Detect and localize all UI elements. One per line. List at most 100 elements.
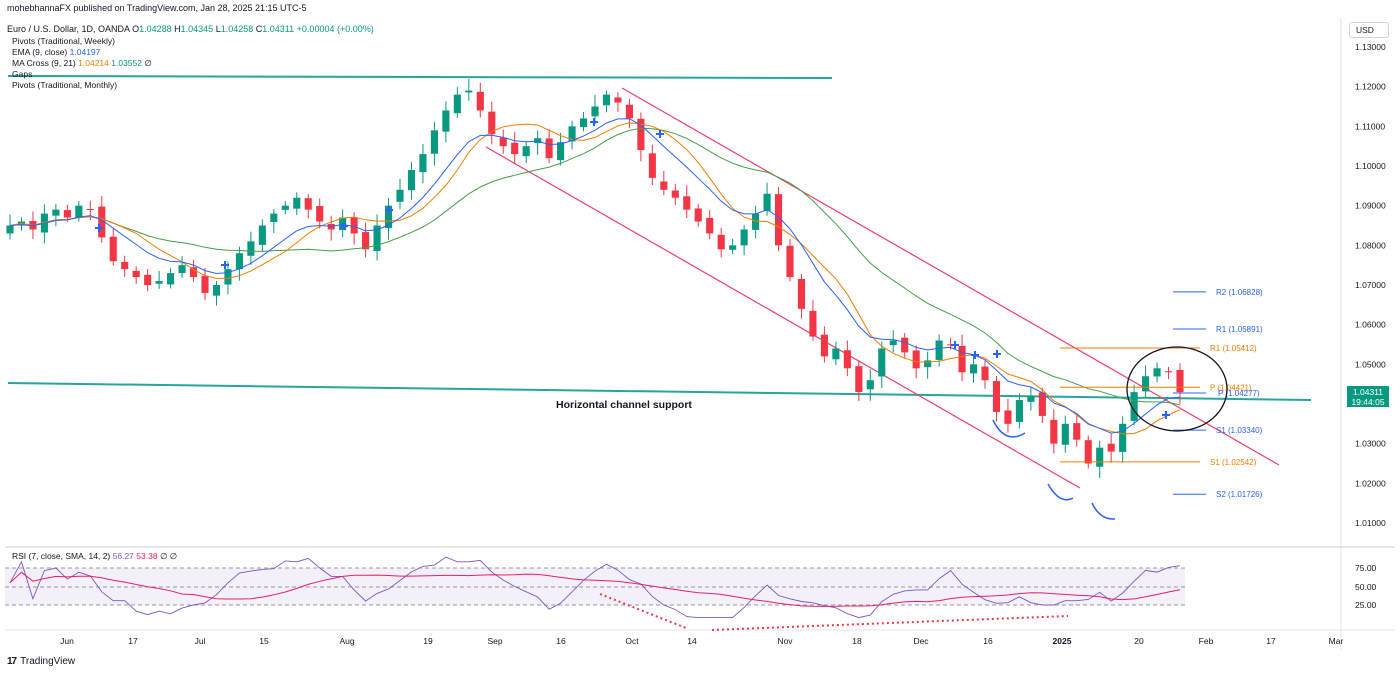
candle [832,341,840,366]
candle [694,203,702,227]
candle [740,225,748,256]
candle-body [912,350,920,369]
candle-body [901,337,909,353]
candle-body [189,267,198,278]
channel-upper-line [621,87,1280,466]
legend-macross-label: MA Cross (9, 21) [12,58,76,68]
legend-pivots-monthly[interactable]: Pivots (Traditional, Monthly) [12,80,118,90]
candle-body [752,213,760,230]
candle-body [878,348,886,377]
legend-rsi-v2: 53.38 [136,551,158,561]
candle-body [121,261,129,270]
currency-selector[interactable]: USD [1349,22,1389,38]
candle [809,300,817,341]
pivot-level-label: R1 (1.05891) [1216,325,1263,334]
candle [671,183,679,206]
legend-macross[interactable]: MA Cross (9, 21) 1.04214 1.03552 ∅ [12,58,152,69]
candle [75,201,83,222]
candle [1130,384,1138,426]
candle-body [499,137,507,147]
candle-body [281,205,289,210]
candle-body [969,364,978,374]
candle [419,143,427,184]
candle-body [430,130,438,154]
ohlc-close: 1.04311 [262,24,295,34]
candle-body [396,189,404,202]
legend-gaps[interactable]: Gaps [12,69,33,79]
candle-body [6,225,14,234]
legend-rsi[interactable]: RSI (7, close, SMA, 14, 2) 56.27 53.38 ∅… [12,551,177,562]
x-tick-label: 17 [128,636,138,646]
candle-body [774,194,783,246]
candle-body [339,217,347,231]
ema-line [9,118,1181,434]
candle [453,87,461,118]
x-tick-label: 15 [259,636,269,646]
candle [992,376,1001,422]
candle [729,238,737,254]
candle [6,214,14,240]
candle-body [212,285,221,296]
candle-body [694,208,702,222]
candle [293,192,301,216]
x-tick-label: Mar [1329,636,1344,646]
legend-pivots-weekly[interactable]: Pivots (Traditional, Weekly) [12,36,115,46]
y-tick-label: 1.02000 [1355,478,1386,488]
candle [63,204,71,222]
y-tick-label: 1.08000 [1355,240,1386,250]
candle-body [797,278,806,309]
footer-brand[interactable]: TradingView [20,656,76,667]
candle [878,341,886,388]
candle [602,90,611,113]
candle-body [511,142,519,155]
candle [752,206,760,239]
legend-ema-value: 1.04197 [69,47,101,57]
candle [155,270,163,289]
candle-body [671,190,679,198]
candle [1073,414,1081,447]
x-tick-label: Nov [777,636,793,646]
candle-body [419,154,427,173]
candle-body [304,198,312,210]
candle-body [843,350,851,369]
pivot-level-label: R1 (1.05412) [1210,344,1257,353]
pivot-level-label: P (1.04277) [1218,389,1260,398]
candle [637,112,645,162]
symbol-name[interactable]: Euro / U.S. Dollar, 1D, OANDA [7,24,130,34]
legend-ema[interactable]: EMA (9, close) 1.04197 [12,47,100,58]
candle [132,266,140,284]
candle [373,214,381,261]
ohlc-low: 1.04258 [220,24,254,34]
candle-body [293,197,301,209]
candle-body [407,169,416,191]
candle [511,131,519,164]
ma-slow-line [9,127,1181,406]
y-tick-label: 1.10000 [1355,161,1386,171]
pivot-level-label: P (1.04421) [1210,383,1252,392]
candle-body [52,209,60,216]
candle-body [316,206,324,222]
ma-cross-marker [385,206,393,214]
candle-body [545,138,553,159]
legend-macross-v2: 1.03552 [111,58,142,68]
y-tick-label: 1.11000 [1355,121,1385,131]
candle-body [683,196,691,210]
candle [545,129,553,164]
y-tick-label: 1.07000 [1355,280,1386,290]
candle-body [98,206,106,238]
y-tick-label: 1.09000 [1355,201,1386,211]
candle-body [706,217,714,234]
tradingview-logo-icon[interactable]: 17 [7,656,17,667]
candle-body [1061,423,1069,445]
candle [1176,363,1184,404]
candle-body [1119,423,1127,452]
bar-countdown: 19:44:05 [1351,397,1385,407]
candle [212,280,221,306]
candle-body [109,236,117,262]
candle-body [1142,376,1150,392]
channel-lower-line [485,146,1081,489]
candle-body [924,360,932,368]
candle-body [740,229,748,246]
